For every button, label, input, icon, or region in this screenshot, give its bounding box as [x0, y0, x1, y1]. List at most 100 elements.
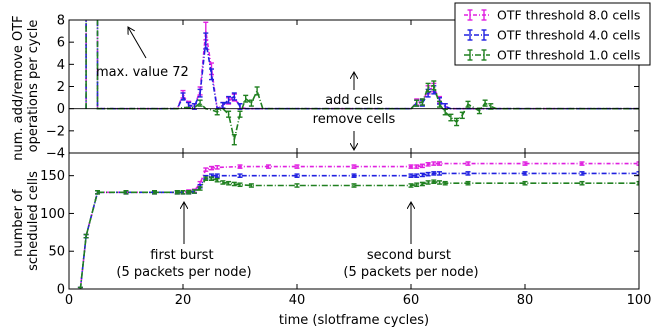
first-burst-annotation: first burst (5 packets per node) — [116, 248, 251, 280]
top-errorbar-3-15 — [237, 110, 243, 118]
top-y-tick-label: −4 — [46, 147, 65, 162]
second-burst-line2: (5 packets per node) — [343, 265, 478, 280]
bottom-errorbar-2-20 — [431, 171, 437, 176]
top-errorbar-3-25 — [431, 80, 437, 91]
bottom-errorbar-1-17 — [408, 164, 414, 169]
bottom-y-axis-label-line1: number of — [11, 189, 26, 257]
remove-cells-annotation: remove cells — [313, 112, 396, 127]
bottom-y-tick-label: 100 — [40, 207, 65, 222]
top-errorbar-3-24 — [425, 82, 431, 93]
bottom-errorbar-2-24 — [579, 171, 585, 176]
top-errorbar-2-7 — [191, 103, 197, 110]
x-axis-label: time (slotframe cycles) — [279, 313, 429, 328]
bottom-y-tick-label: 0 — [57, 283, 65, 298]
bottom-errorbar-1-25 — [579, 161, 585, 166]
bottom-errorbar-1-10 — [203, 167, 209, 172]
bottom-errorbar-1-20 — [425, 162, 431, 167]
legend-entry-3: OTF threshold 1.0 cells — [464, 48, 640, 63]
top-y-tick-label: 2 — [57, 80, 65, 95]
top-panel-series — [85, 20, 639, 146]
top-errorbar-3-34 — [482, 99, 488, 107]
bottom-errorbar-1-14 — [266, 164, 271, 169]
bottom-errorbar-3-9 — [197, 186, 203, 191]
bottom-errorbar-1-24 — [522, 161, 528, 166]
bottom-errorbar-3-0 — [77, 286, 83, 289]
top-y-tick-label: 8 — [57, 14, 65, 29]
top-series-line-1 — [85, 20, 639, 111]
bottom-errorbar-3-23 — [425, 180, 431, 185]
bottom-errorbar-1-15 — [294, 164, 300, 169]
bottom-errorbar-3-19 — [351, 183, 357, 188]
bottom-errorbar-1-19 — [419, 163, 425, 169]
bottom-errorbar-1-12 — [214, 165, 220, 170]
top-errorbar-3-11 — [214, 108, 220, 116]
legend-entry-2: OTF threshold 4.0 cells — [464, 28, 640, 43]
second-burst-line1: second burst — [367, 248, 451, 263]
legend-entry-1: OTF threshold 8.0 cells — [464, 8, 640, 23]
bottom-errorbar-3-22 — [419, 181, 425, 187]
bottom-errorbar-3-12 — [214, 177, 220, 183]
bottom-errorbar-3-17 — [248, 183, 254, 188]
x-tick-label: 20 — [175, 293, 192, 308]
top-series-line-3 — [85, 20, 639, 140]
bottom-y-tick-label: 50 — [48, 245, 65, 260]
bottom-errorbar-2-16 — [408, 173, 414, 178]
top-errorbar-3-31 — [465, 100, 471, 108]
bottom-errorbar-1-16 — [351, 164, 357, 169]
top-y-tick-label: 4 — [57, 58, 65, 73]
bottom-y-axis-label: number of scheduled cells — [11, 171, 41, 271]
legend-label: OTF threshold 4.0 cells — [497, 28, 640, 43]
add-cells-annotation: add cells — [325, 93, 383, 108]
top-series-line-2 — [85, 20, 639, 110]
bottom-y-ticks: 0 50 100 150 — [40, 169, 639, 298]
bottom-errorbar-1-26 — [636, 161, 639, 166]
top-errorbar-2-8 — [197, 88, 203, 98]
top-y-axis-label: num. add/remove OTF operations per cycle — [11, 11, 41, 161]
legend: OTF threshold 8.0 cells OTF threshold 4.0… — [454, 2, 651, 66]
x-tick-label: 40 — [289, 293, 306, 308]
top-y-axis-label-line2: operations per cycle — [26, 20, 41, 153]
bottom-errorbar-3-30 — [636, 180, 639, 186]
bottom-panel-frame — [68, 152, 640, 290]
top-errorbar-3-26 — [437, 100, 442, 108]
bottom-panel-series — [77, 161, 639, 289]
bottom-errorbar-2-17 — [414, 173, 420, 178]
top-y-tick-label: 0 — [57, 102, 65, 117]
bottom-errorbar-3-11 — [209, 176, 214, 181]
bottom-errorbar-1-11 — [209, 165, 214, 171]
bottom-errorbar-3-3 — [123, 189, 129, 195]
bottom-errorbar-2-23 — [522, 171, 528, 176]
top-errorbar-3-18 — [254, 86, 260, 96]
bottom-errorbar-3-15 — [231, 181, 237, 187]
bottom-errorbar-2-12 — [214, 173, 220, 178]
first-burst-line2: (5 packets per node) — [116, 265, 251, 280]
max-value-annotation: max. value 72 — [96, 65, 189, 80]
bottom-errorbar-2-18 — [419, 172, 425, 178]
x-tick-label: 80 — [517, 293, 534, 308]
legend-label: OTF threshold 1.0 cells — [497, 48, 640, 63]
top-errorbar-3-35 — [488, 103, 494, 110]
bottom-errorbar-3-26 — [442, 180, 448, 186]
x-tick-label: 100 — [627, 293, 652, 308]
top-errorbar-3-14 — [231, 133, 237, 146]
bottom-errorbar-3-28 — [522, 180, 528, 186]
top-errorbar-3-13 — [226, 110, 232, 118]
bottom-errorbar-3-27 — [465, 180, 471, 186]
legend-label: OTF threshold 8.0 cells — [497, 8, 640, 23]
bottom-errorbar-1-23 — [465, 161, 471, 166]
bottom-errorbar-1-18 — [414, 164, 420, 169]
bottom-errorbar-3-5 — [174, 189, 180, 195]
top-y-tick-label: 6 — [57, 36, 65, 51]
bottom-x-ticks: 0 20 40 60 80 100 — [65, 20, 652, 308]
bottom-errorbar-1-13 — [237, 164, 243, 169]
bottom-errorbar-3-8 — [191, 189, 197, 194]
top-errorbar-3-16 — [243, 94, 249, 103]
bottom-errorbar-3-24 — [431, 179, 437, 185]
top-y-ticks: −4 −2 0 2 4 6 8 — [46, 14, 639, 162]
bottom-errorbar-3-2 — [95, 189, 100, 195]
top-errorbar-3-28 — [448, 113, 454, 122]
bottom-errorbar-2-25 — [636, 171, 639, 176]
bottom-errorbar-3-4 — [152, 189, 157, 195]
bottom-errorbar-2-19 — [425, 171, 431, 177]
bottom-errorbar-1-21 — [431, 161, 437, 166]
